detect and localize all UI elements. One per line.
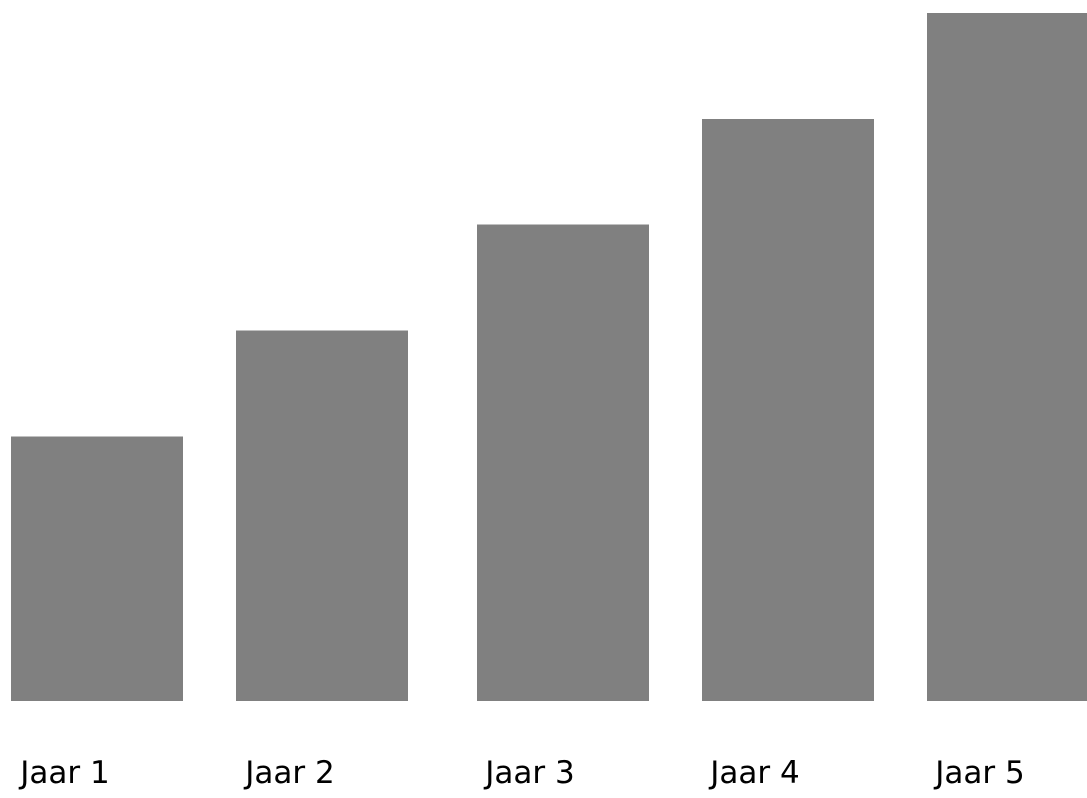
x-tick-label-1: Jaar 1: [18, 755, 109, 791]
bar-2: [236, 330, 408, 701]
x-tick-label-5: Jaar 5: [933, 755, 1024, 791]
x-tick-labels: Jaar 1 Jaar 2 Jaar 3 Jaar 4 Jaar 5: [18, 755, 1024, 791]
x-tick-label-2: Jaar 2: [243, 755, 334, 791]
bar-4: [702, 118, 874, 702]
bars-group: [11, 13, 1087, 702]
x-tick-label-3: Jaar 3: [483, 755, 574, 791]
bar-5: [927, 13, 1087, 701]
x-tick-label-4: Jaar 4: [708, 755, 799, 791]
bar-3: [477, 224, 649, 701]
bar-1: [11, 436, 183, 701]
